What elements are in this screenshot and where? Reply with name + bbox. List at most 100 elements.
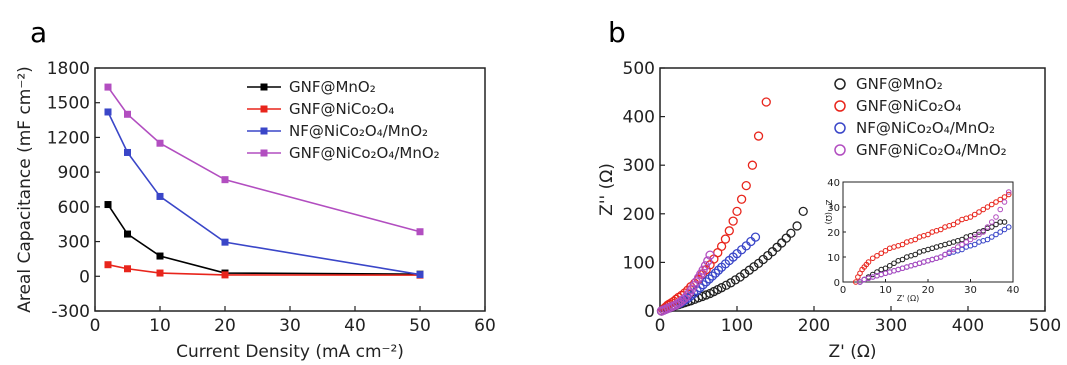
inset-point-gnf-nico-o-mno xyxy=(963,239,970,245)
chart-b-point-nf-nico-o-mno xyxy=(704,274,714,284)
chart-a-x-tick-label: 30 xyxy=(279,316,301,336)
chart-a-point-nf-nico-o-mno xyxy=(156,192,164,200)
inset-point-nf-nico-o-mno xyxy=(993,231,999,238)
inset-point-gnf-mno xyxy=(886,262,893,269)
inset-point-gnf-nico-o-mno xyxy=(971,234,978,240)
inset-point-gnf-nico-o-mno xyxy=(976,231,982,238)
chart-a-line-gnf-mno xyxy=(107,204,421,276)
inset-point-gnf-nico-o xyxy=(980,206,987,213)
inset-point-gnf-nico-o xyxy=(925,231,931,238)
chart-b-y-tick-label: 100 xyxy=(623,253,655,273)
chart-b-point-gnf-nico-o xyxy=(753,131,764,141)
chart-a-legend-label: NF@NiCo₂O₄/MnO₂ xyxy=(289,122,428,140)
chart-b-y-tick-label: 400 xyxy=(623,108,655,128)
inset-point-gnf-nico-o-mno xyxy=(984,224,991,230)
inset-point-gnf-nico-o-mno xyxy=(1005,189,1012,195)
chart-b-point-gnf-mno xyxy=(716,283,727,293)
inset-point-gnf-nico-o xyxy=(984,204,991,210)
chart-a-point-nf-nico-o-mno xyxy=(416,271,424,279)
chart-b-point-gnf-mno xyxy=(781,233,791,243)
chart-a-legend-marker xyxy=(260,127,268,135)
chart-b-y-tick-label: 300 xyxy=(623,156,655,176)
inset-point-gnf-nico-o-mno xyxy=(967,236,974,243)
chart-b-point-gnf-nico-o-mno xyxy=(698,265,708,275)
inset-y-tick-label: 30 xyxy=(827,203,840,214)
inset-x-axis-label: Z' (Ω) xyxy=(897,294,920,303)
chart-a-y-tick-label: 1200 xyxy=(47,128,90,148)
inset-point-nf-nico-o-mno xyxy=(1005,224,1012,230)
chart-b-legend-label: GNF@NiCo₂O₄/MnO₂ xyxy=(856,141,1007,159)
inset-point-gnf-nico-o xyxy=(899,241,906,248)
inset-point-gnf-nico-o xyxy=(882,247,889,254)
inset-point-gnf-mno xyxy=(1001,219,1008,225)
inset-x-tick-label: 10 xyxy=(879,285,892,296)
inset-point-gnf-nico-o-mno xyxy=(959,241,965,248)
chart-a-legend-marker xyxy=(260,105,268,113)
chart-b-x-tick-label: 400 xyxy=(952,316,984,336)
chart-a-y-tick-label: 1800 xyxy=(47,59,90,79)
chart-a-legend-marker xyxy=(260,149,268,157)
inset-ticks: 0 10 20 30 40 0 10 20 30 40 xyxy=(827,178,1019,296)
inset-point-gnf-nico-o-mno xyxy=(993,214,999,220)
inset-point-gnf-nico-o xyxy=(874,252,880,259)
chart-a-point-gnf-mno xyxy=(124,230,131,238)
inset-point-gnf-nico-o-mno xyxy=(980,229,987,235)
chart-b-point-gnf-nico-o xyxy=(741,180,751,191)
inset-point-gnf-nico-o-mno xyxy=(954,244,961,250)
inset-x-tick-label: 40 xyxy=(1007,285,1020,296)
chart-b-point-gnf-nico-o xyxy=(716,241,727,252)
chart-b-plot-frame xyxy=(659,67,1046,312)
chart-a-point-gnf-nico-o-mno xyxy=(124,110,131,118)
chart-b-y-tick-label: 200 xyxy=(623,205,655,225)
chart-b-legend-label: NF@NiCo₂O₄/MnO₂ xyxy=(856,119,995,137)
chart-b-series-group xyxy=(656,97,808,316)
chart-a-legend-label: GNF@NiCo₂O₄ xyxy=(289,100,394,118)
chart-a-y-tick-label: -300 xyxy=(51,302,90,322)
chart-a-y-tick-label: 300 xyxy=(58,233,90,253)
inset-y-axis-label: Z'' (Ω) xyxy=(824,200,833,225)
chart-b-point-gnf-nico-o-mno xyxy=(682,291,692,301)
inset-point-gnf-nico-o xyxy=(937,226,944,233)
chart-a-point-nf-nico-o-mno xyxy=(124,148,131,156)
inset-point-gnf-mno xyxy=(899,256,906,263)
inset-point-gnf-mno xyxy=(891,260,897,267)
inset-point-gnf-nico-o xyxy=(976,209,982,215)
inset-point-gnf-nico-o xyxy=(993,199,999,205)
chart-a-x-tick-label: 40 xyxy=(344,316,366,336)
chart-b-point-gnf-mno xyxy=(798,206,808,217)
chart-b-x-axis-label: Z' (Ω) xyxy=(829,342,877,362)
chart-b-point-gnf-nico-o-mno xyxy=(705,250,715,260)
chart-b-point-gnf-nico-o xyxy=(747,160,758,170)
chart-a-point-gnf-nico-o xyxy=(124,265,131,273)
inset-x-tick-label: 20 xyxy=(922,285,935,296)
chart-b-legend-marker xyxy=(834,122,846,134)
chart-a-y-tick-label: 1500 xyxy=(47,94,90,114)
chart-b-legend: GNF@MnO₂ GNF@NiCo₂O₄ NF@NiCo₂O₄/MnO₂ GNF@Ni… xyxy=(834,75,1007,159)
chart-b-point-nf-nico-o-mno xyxy=(701,277,711,287)
inset-point-gnf-nico-o-mno xyxy=(1001,199,1008,205)
inset-point-nf-nico-o-mno xyxy=(988,234,995,240)
inset-point-gnf-nico-o-mno xyxy=(937,254,944,260)
chart-a-x-tick-label: 10 xyxy=(149,316,171,336)
chart-b-point-gnf-nico-o-mno xyxy=(679,293,690,304)
chart-b-point-gnf-mno xyxy=(730,275,741,285)
chart-a-point-gnf-nico-o-mno xyxy=(416,228,424,236)
inset-point-gnf-nico-o xyxy=(988,201,995,208)
inset-point-gnf-nico-o-mno xyxy=(997,206,1004,213)
chart-a-y-tick-label: 900 xyxy=(58,163,90,183)
inset-point-gnf-nico-o xyxy=(912,236,919,243)
inset-point-gnf-mno xyxy=(993,221,999,228)
inset-point-gnf-nico-o xyxy=(950,221,957,228)
chart-b-x-tick-label: 300 xyxy=(875,316,907,336)
chart-b-point-gnf-nico-o xyxy=(736,194,747,204)
chart-a-point-gnf-nico-o-mno xyxy=(156,139,164,147)
inset-point-gnf-nico-o-mno xyxy=(942,251,948,258)
inset-point-gnf-nico-o-mno xyxy=(988,219,995,225)
inset-y-tick-label: 10 xyxy=(827,253,840,264)
chart-b-x-tick-label: 0 xyxy=(655,316,666,336)
inset-x-tick-label: 0 xyxy=(840,285,846,296)
inset-series-group xyxy=(852,189,1012,285)
chart-b-y-tick-label: 0 xyxy=(644,302,655,322)
